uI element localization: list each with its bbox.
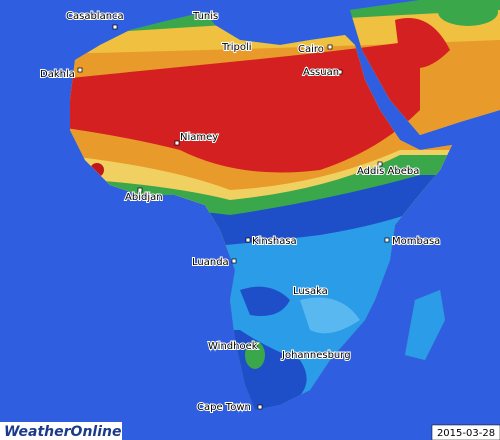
city-dot (327, 44, 333, 50)
city-labels: Casablanca Tunis Tripoli Cairo Assuan Dakhla N… (39, 10, 441, 414)
city-dot (377, 161, 383, 167)
city-dot (337, 69, 343, 75)
city-dot (174, 140, 180, 146)
city-dot (112, 24, 118, 30)
city-label: Kinshasa (252, 236, 297, 247)
date: 2015-03-28 (437, 428, 495, 439)
city-label: Tunis (192, 11, 218, 22)
city-label: Cairo (298, 44, 324, 55)
city-label: Assuan (303, 67, 339, 78)
city-dot (257, 404, 263, 410)
city-dot (245, 237, 251, 243)
city-dot (245, 42, 251, 48)
city-dot (307, 289, 313, 295)
city-label: Lusaka (293, 286, 328, 297)
city-dot (77, 67, 83, 73)
city-label: Dakhla (40, 69, 75, 80)
city-dot (209, 11, 215, 17)
date-box (431, 424, 500, 440)
city-label: Mombasa (392, 236, 440, 247)
city-dot (384, 237, 390, 243)
city-label: Abidjan (125, 192, 163, 203)
city-dot (137, 187, 143, 193)
city-label: Cape Town (197, 402, 251, 413)
city-label: Addis Abeba (357, 166, 419, 177)
city-label: Tripoli (221, 42, 252, 53)
city-label: Luanda (192, 257, 229, 268)
city-label: Casablanca (66, 11, 124, 22)
city-dot (297, 352, 303, 358)
city-dot (252, 342, 258, 348)
logo-box (0, 422, 122, 440)
logo: WeatherOnline (4, 424, 121, 440)
city-label: Windhoek (208, 341, 258, 352)
city-dot (231, 258, 237, 264)
city-label: Niamey (180, 132, 218, 143)
city-label: Johannesburg (281, 350, 351, 361)
